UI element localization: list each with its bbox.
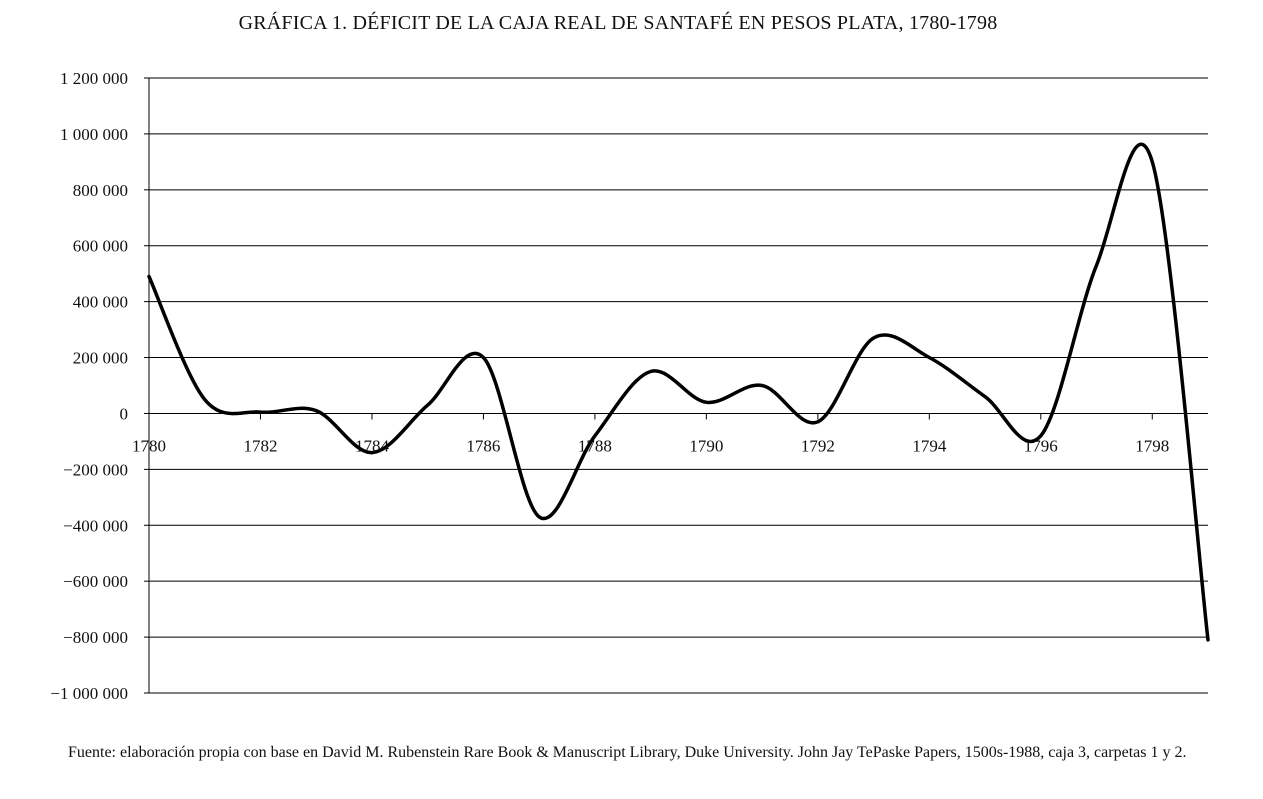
data-point xyxy=(927,356,931,360)
x-tick-label: 1786 xyxy=(466,436,500,455)
data-point xyxy=(816,420,820,424)
data-point xyxy=(1206,638,1210,642)
data-point xyxy=(649,370,653,374)
data-point xyxy=(1150,160,1154,164)
data-point xyxy=(370,451,374,455)
x-tick-label: 1782 xyxy=(243,436,277,455)
data-point xyxy=(258,410,262,414)
x-tick-label: 1792 xyxy=(801,436,835,455)
y-tick-label: −1 000 000 xyxy=(50,684,128,703)
x-tick-label: 1794 xyxy=(912,436,947,455)
data-point xyxy=(537,515,541,519)
y-tick-label: 800 000 xyxy=(73,181,128,200)
data-point xyxy=(983,395,987,399)
y-tick-label: −200 000 xyxy=(63,460,128,479)
y-tick-label: −600 000 xyxy=(63,572,128,591)
y-tick-label: 200 000 xyxy=(73,349,128,368)
data-point xyxy=(203,397,207,401)
series-line-deficit xyxy=(147,142,1210,642)
data-point xyxy=(593,434,597,438)
data-point xyxy=(481,356,485,360)
x-tick-label: 1790 xyxy=(689,436,723,455)
data-point xyxy=(872,336,876,340)
y-tick-label: 600 000 xyxy=(73,237,128,256)
line-chart: 1 200 000 1 000 000 800 000 600 000 400 000 2… xyxy=(50,69,1210,703)
data-point xyxy=(314,409,318,413)
x-tick-label: 1788 xyxy=(578,436,612,455)
y-tick-label: 1 200 000 xyxy=(60,69,128,88)
data-point xyxy=(147,274,151,278)
data-point xyxy=(426,403,430,407)
x-tick-label: 1798 xyxy=(1135,436,1169,455)
data-point xyxy=(1095,263,1099,267)
y-tick-label: −400 000 xyxy=(63,516,128,535)
y-tick-label: 1 000 000 xyxy=(60,125,128,144)
chart-title: GRÁFICA 1. DÉFICIT DE LA CAJA REAL DE SA… xyxy=(238,12,998,34)
y-tick-label: 400 000 xyxy=(73,293,128,312)
data-point xyxy=(1039,434,1043,438)
data-point xyxy=(704,400,708,404)
x-tick-label: 1796 xyxy=(1024,436,1058,455)
x-tick-label: 1780 xyxy=(132,436,166,455)
y-tick-label: −800 000 xyxy=(63,628,128,647)
y-tick-label: 0 xyxy=(120,404,129,423)
source-note: Fuente: elaboración propia con base en D… xyxy=(68,744,1187,761)
data-point xyxy=(760,384,764,387)
